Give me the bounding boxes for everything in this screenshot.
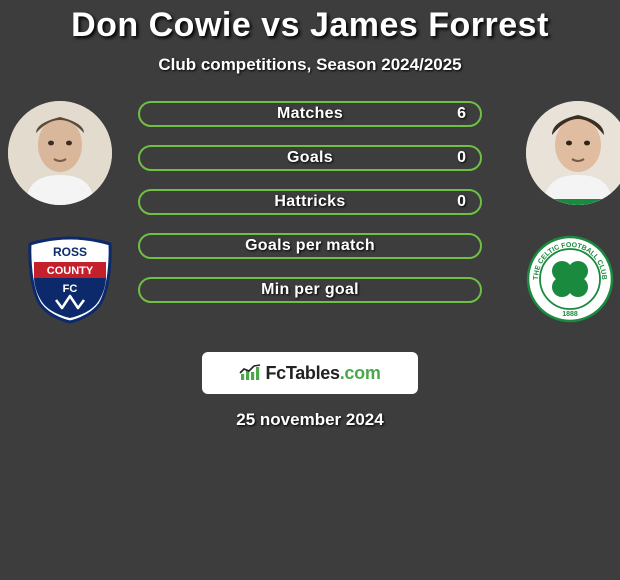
stat-label: Matches — [277, 105, 343, 123]
main-area: ROSS COUNTY FC THE CELTIC FOOTBALL CLUB … — [0, 101, 620, 351]
stat-value: 0 — [457, 193, 466, 211]
bars-chart-icon — [239, 364, 261, 382]
stat-label: Goals — [287, 149, 333, 167]
club-badge-right: THE CELTIC FOOTBALL CLUB 1888 — [520, 234, 620, 324]
avatar-icon — [526, 101, 620, 205]
stat-value: 0 — [457, 149, 466, 167]
subtitle: Club competitions, Season 2024/2025 — [0, 55, 620, 75]
player-photo-right — [526, 101, 620, 205]
stat-bar-gpm: Goals per match — [138, 233, 482, 259]
logo-text: FcTables.com — [265, 363, 380, 384]
avatar-icon — [8, 101, 112, 205]
logo-text-a: FcTables — [265, 363, 339, 383]
stat-bar-goals: Goals 0 — [138, 145, 482, 171]
club-text-fc: FC — [63, 283, 78, 295]
crest-icon: THE CELTIC FOOTBALL CLUB 1888 — [520, 234, 620, 324]
club-text-top: ROSS — [53, 245, 87, 259]
logo-text-b: .com — [340, 363, 381, 383]
stat-label: Hattricks — [274, 193, 345, 211]
club-badge-left: ROSS COUNTY FC — [20, 234, 120, 324]
club-text-mid: COUNTY — [47, 265, 94, 277]
shield-icon: ROSS COUNTY FC — [20, 234, 120, 324]
page-title: Don Cowie vs James Forrest — [0, 0, 620, 45]
stat-label: Min per goal — [261, 281, 359, 299]
stat-bars: Matches 6 Goals 0 Hattricks 0 Goals per … — [138, 101, 482, 321]
watermark-logo: FcTables.com — [202, 352, 418, 394]
comparison-infographic: Don Cowie vs James Forrest Club competit… — [0, 0, 620, 580]
stat-label: Goals per match — [245, 237, 375, 255]
svg-text:1888: 1888 — [562, 311, 578, 318]
stat-bar-mpg: Min per goal — [138, 277, 482, 303]
stat-bar-matches: Matches 6 — [138, 101, 482, 127]
stat-bar-hattricks: Hattricks 0 — [138, 189, 482, 215]
player-photo-left — [8, 101, 112, 205]
infographic-date: 25 november 2024 — [0, 410, 620, 430]
stat-value: 6 — [457, 105, 466, 123]
